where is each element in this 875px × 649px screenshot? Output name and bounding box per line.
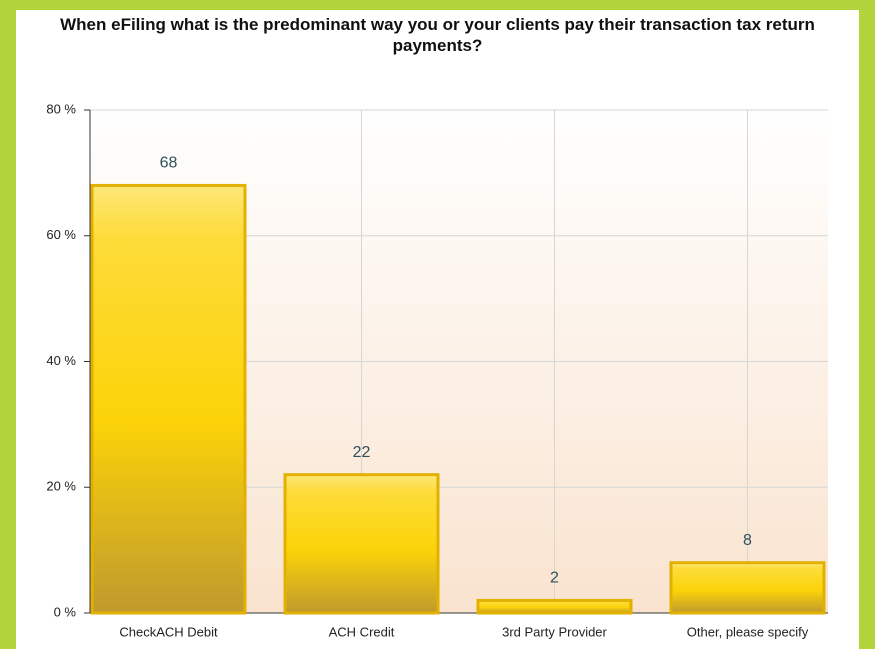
value-label: 68 (160, 155, 178, 172)
value-label: 22 (353, 444, 371, 461)
y-tick-label: 0 % (54, 604, 77, 619)
value-label: 2 (550, 570, 559, 587)
y-tick-label: 40 % (46, 353, 76, 368)
bar (476, 598, 633, 615)
x-tick-label: Other, please specify (687, 624, 809, 639)
bar (669, 561, 826, 615)
y-tick-label: 80 % (46, 101, 76, 116)
bar (283, 473, 440, 615)
value-label: 8 (743, 532, 752, 549)
x-tick-label: ACH Credit (329, 624, 395, 639)
y-tick-label: 60 % (46, 227, 76, 242)
x-tick-label: CheckACH Debit (119, 624, 218, 639)
chart-title: When eFiling what is the predominant way… (60, 15, 815, 55)
bar (90, 183, 247, 615)
x-tick-label: 3rd Party Provider (502, 624, 607, 639)
y-tick-label: 20 % (46, 479, 76, 494)
